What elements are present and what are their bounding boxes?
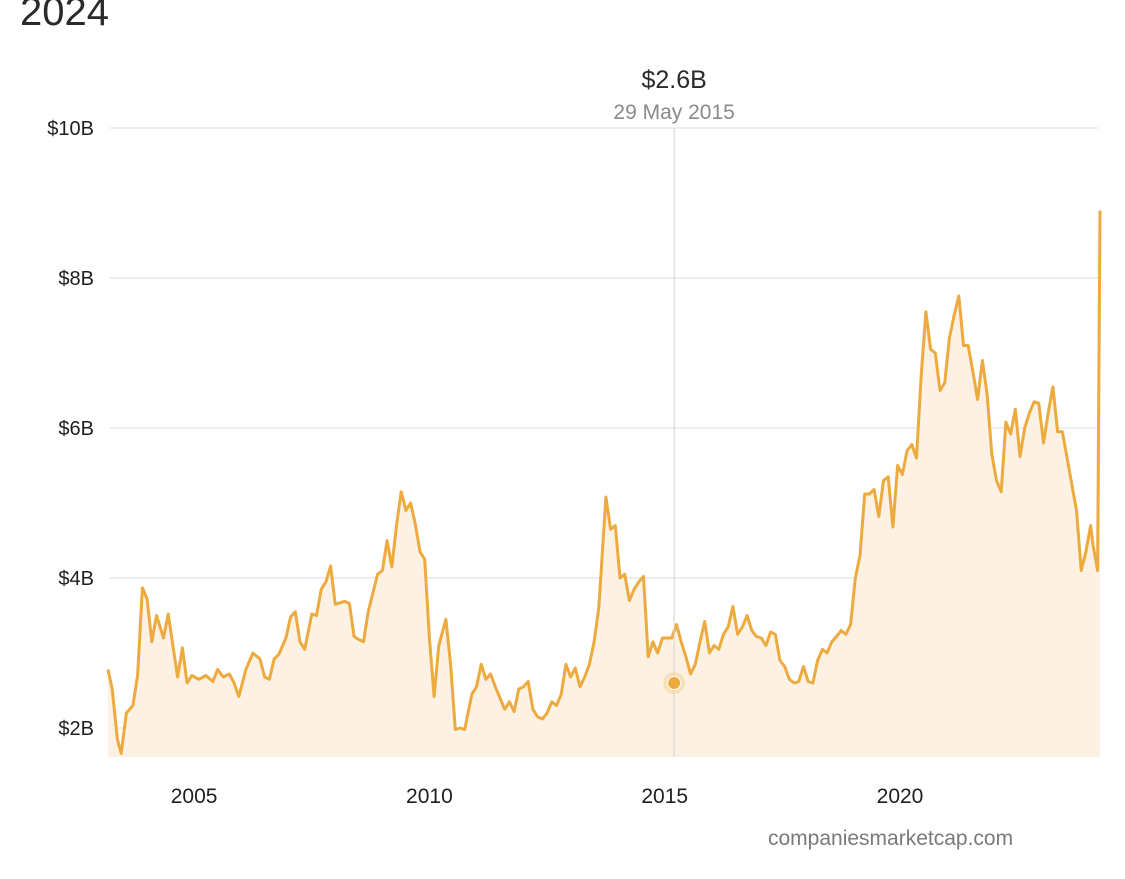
x-axis: 2005 2010 2015 2020 <box>171 785 924 808</box>
y-tick-label: $2B <box>58 718 94 740</box>
y-tick-label: $10B <box>47 118 94 140</box>
tooltip-date: 29 May 2015 <box>613 101 734 124</box>
y-tick-label: $4B <box>58 568 94 590</box>
y-tick-label: $8B <box>58 268 94 290</box>
source-attribution: companiesmarketcap.com <box>768 827 1014 850</box>
x-tick-label: 2020 <box>877 785 924 808</box>
hover-marker <box>667 676 682 690</box>
tooltip-value: $2.6B <box>641 66 706 94</box>
series-line <box>106 210 1102 755</box>
x-tick-label: 2010 <box>406 785 453 808</box>
series-area <box>108 210 1100 757</box>
x-tick-label: 2015 <box>641 785 688 808</box>
page-title: 2024 <box>20 0 109 34</box>
x-tick-label: 2005 <box>171 785 218 808</box>
y-tick-label: $6B <box>58 418 94 440</box>
y-axis: $10B $8B $6B $4B $2B <box>47 118 94 740</box>
